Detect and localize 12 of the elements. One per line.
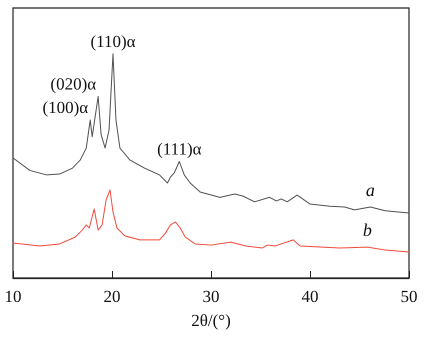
annotation: (100)α [42,98,88,118]
x-tick-label: 10 [4,287,22,306]
x-tick-label: 30 [202,287,220,306]
x-tick-label: 40 [302,287,318,306]
series-label: a [366,180,375,200]
annotation: (111)α [157,139,202,158]
annotation: (020)α [50,74,96,94]
series-label: b [362,220,372,240]
x-axis-title: 2θ/(°) [191,311,231,330]
x-tick-label: 50 [400,287,418,306]
annotation: (110)α [90,32,136,51]
x-tick-label: 20 [104,287,120,306]
